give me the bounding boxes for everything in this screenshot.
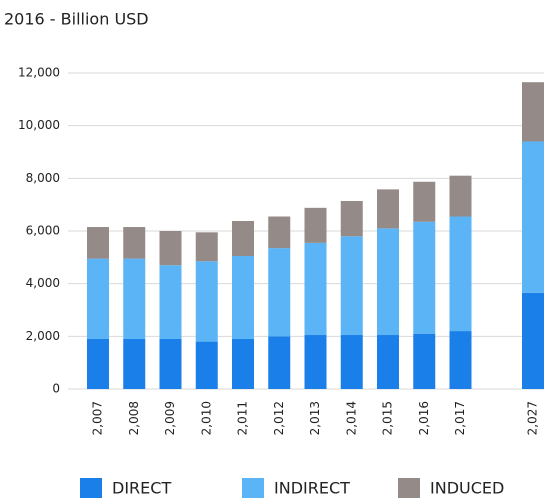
- bar-segment: [340, 236, 363, 336]
- bar-segment: [195, 341, 218, 389]
- legend-label: INDIRECT: [274, 479, 350, 498]
- bar-segment: [195, 261, 218, 342]
- bar-segment: [304, 335, 327, 389]
- bar-segment: [123, 227, 146, 259]
- bar-segment: [449, 216, 472, 332]
- bar-segment: [232, 220, 254, 257]
- x-tick-label: 2,027: [526, 401, 540, 435]
- bar-segment: [413, 221, 436, 334]
- x-tick-label: 2,009: [163, 401, 177, 435]
- bar-segment: [377, 228, 399, 336]
- bar-segment: [268, 336, 291, 389]
- x-tick-label: 2,014: [344, 401, 358, 435]
- bar-segment: [268, 248, 291, 337]
- x-tick-label: 2,013: [308, 401, 322, 435]
- bar-segment: [87, 338, 109, 389]
- x-tick-label: 2,011: [236, 401, 250, 435]
- x-tick-label: 2,008: [127, 401, 141, 435]
- y-tick-label: 0: [52, 382, 60, 396]
- y-tick-label: 12,000: [18, 66, 60, 80]
- y-tick-label: 4,000: [26, 276, 60, 290]
- bar-segment: [304, 207, 327, 243]
- bar-segment: [377, 335, 399, 389]
- bar-segment: [449, 331, 472, 389]
- bar-segment: [195, 232, 218, 262]
- x-tick-label: 2,010: [199, 401, 213, 435]
- bar-segment: [232, 256, 254, 339]
- bar-segment: [232, 338, 254, 389]
- bar-segment: [340, 200, 363, 237]
- bar-segment: [304, 242, 327, 336]
- bar-segment: [413, 333, 436, 389]
- y-tick-label: 2,000: [26, 329, 60, 343]
- x-tick-label: 2,007: [91, 401, 105, 435]
- y-tick-label: 6,000: [26, 224, 60, 238]
- x-tick-label: 2,015: [381, 401, 395, 435]
- x-tick-label: 2,012: [272, 401, 286, 435]
- legend-label: DIRECT: [112, 479, 171, 498]
- bar-segment: [159, 338, 182, 389]
- y-tick-label: 8,000: [26, 171, 60, 185]
- bar-segment: [340, 335, 363, 389]
- bar-segment: [522, 82, 544, 142]
- bar-segment: [413, 181, 436, 222]
- x-tick-label: 2,017: [453, 401, 467, 435]
- bar-segment: [123, 258, 146, 339]
- bar-segment: [123, 338, 146, 389]
- legend-swatch: [80, 478, 102, 498]
- bar-segment: [87, 227, 109, 259]
- legend-swatch: [242, 478, 264, 498]
- bar-segment: [522, 141, 544, 293]
- bar-segment: [449, 175, 472, 217]
- bar-segment: [159, 231, 182, 266]
- legend-label: INDUCED: [430, 479, 504, 498]
- legend-swatch: [398, 478, 420, 498]
- y-tick-label: 10,000: [18, 118, 60, 132]
- bar-segment: [87, 258, 109, 339]
- bar-segment: [377, 189, 399, 229]
- bar-segment: [522, 292, 544, 389]
- bar-segment: [268, 216, 291, 249]
- x-tick-label: 2,016: [417, 401, 431, 435]
- chart-title: 2016 - Billion USD: [4, 10, 149, 29]
- bar-segment: [159, 265, 182, 339]
